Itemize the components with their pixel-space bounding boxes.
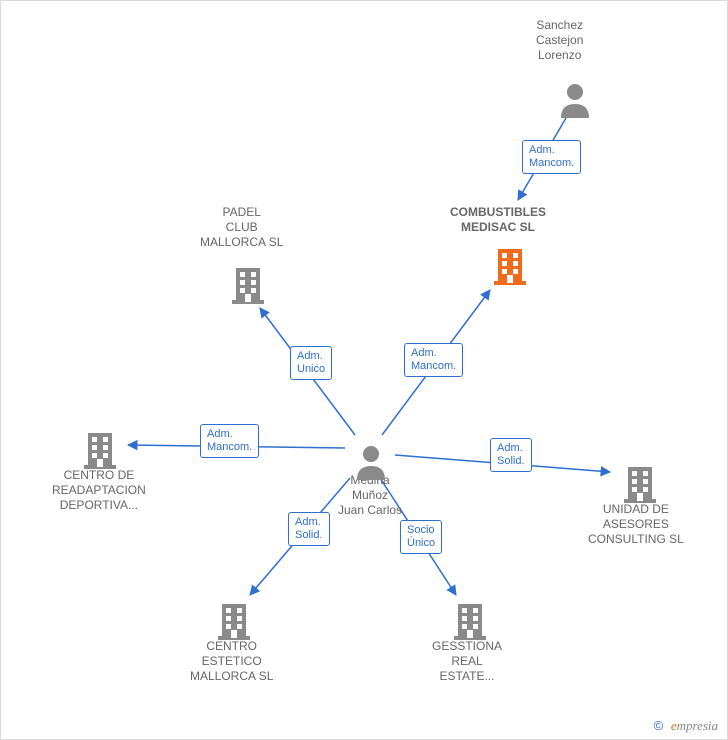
company-gesstiona[interactable]: GESSTIONAREALESTATE... (432, 639, 502, 684)
copyright-symbol: © (654, 718, 664, 733)
building-icon (216, 602, 252, 640)
node-label: COMBUSTIBLESMEDISAC SL (450, 205, 546, 235)
building-icon (82, 431, 118, 469)
building-icon (492, 247, 528, 285)
canvas-border (0, 0, 728, 740)
company-centro-estetico[interactable]: CENTROESTETICOMALLORCA SL (190, 639, 273, 684)
building-icon (622, 465, 658, 503)
node-label: SanchezCastejonLorenzo (536, 18, 583, 63)
node-label: PADELCLUBMALLORCA SL (200, 205, 283, 250)
edge-label-e-medina-gesstiona: Socio Único (400, 520, 442, 554)
company-combustibles-medisac[interactable]: COMBUSTIBLESMEDISAC SL (450, 205, 546, 235)
edge-label-e-medina-combustibles: Adm. Mancom. (404, 343, 463, 377)
company-padel-club-mallorca[interactable]: PADELCLUBMALLORCA SL (200, 205, 283, 250)
node-label: CENTROESTETICOMALLORCA SL (190, 639, 273, 684)
building-icon (452, 602, 488, 640)
company-centro-readaptacion[interactable]: CENTRO DEREADAPTACIONDEPORTIVA... (52, 468, 146, 513)
person-medina-munoz[interactable]: MedinaMuñozJuan Carlos (338, 473, 402, 518)
company-unidad-asesores[interactable]: UNIDAD DEASESORESCONSULTING SL (588, 502, 684, 547)
node-label: GESSTIONAREALESTATE... (432, 639, 502, 684)
watermark: © empresia (654, 718, 718, 734)
edge-label-e-medina-readapt: Adm. Mancom. (200, 424, 259, 458)
node-label: UNIDAD DEASESORESCONSULTING SL (588, 502, 684, 547)
node-label: CENTRO DEREADAPTACIONDEPORTIVA... (52, 468, 146, 513)
edge-label-e-medina-estetico: Adm. Solid. (288, 512, 330, 546)
building-icon (230, 266, 266, 304)
edge-label-e-sanchez-combustibles: Adm. Mancom. (522, 140, 581, 174)
edge-label-e-medina-padel: Adm. Unico (290, 346, 332, 380)
brand-rest: mpresia (677, 718, 718, 733)
edges-layer (0, 0, 728, 740)
person-sanchez-castejon[interactable]: SanchezCastejonLorenzo (536, 18, 583, 63)
person-icon (354, 444, 388, 480)
edge-label-e-medina-unidad: Adm. Solid. (490, 438, 532, 472)
person-icon (558, 82, 592, 118)
